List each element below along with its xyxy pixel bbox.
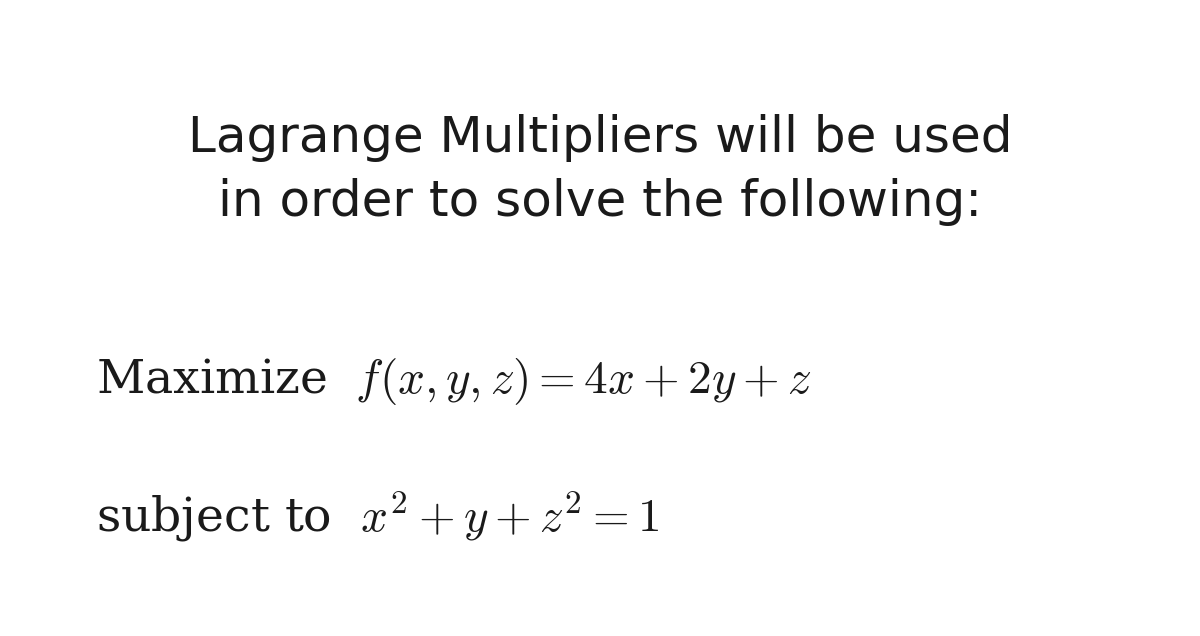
Text: Lagrange Multipliers will be used
in order to solve the following:: Lagrange Multipliers will be used in ord… bbox=[187, 114, 1013, 226]
Text: subject to $\ x^2 + y + z^2 = 1$: subject to $\ x^2 + y + z^2 = 1$ bbox=[96, 490, 659, 544]
Text: Maximize $\ f(x, y, z) = 4x + 2y + z$: Maximize $\ f(x, y, z) = 4x + 2y + z$ bbox=[96, 356, 811, 407]
